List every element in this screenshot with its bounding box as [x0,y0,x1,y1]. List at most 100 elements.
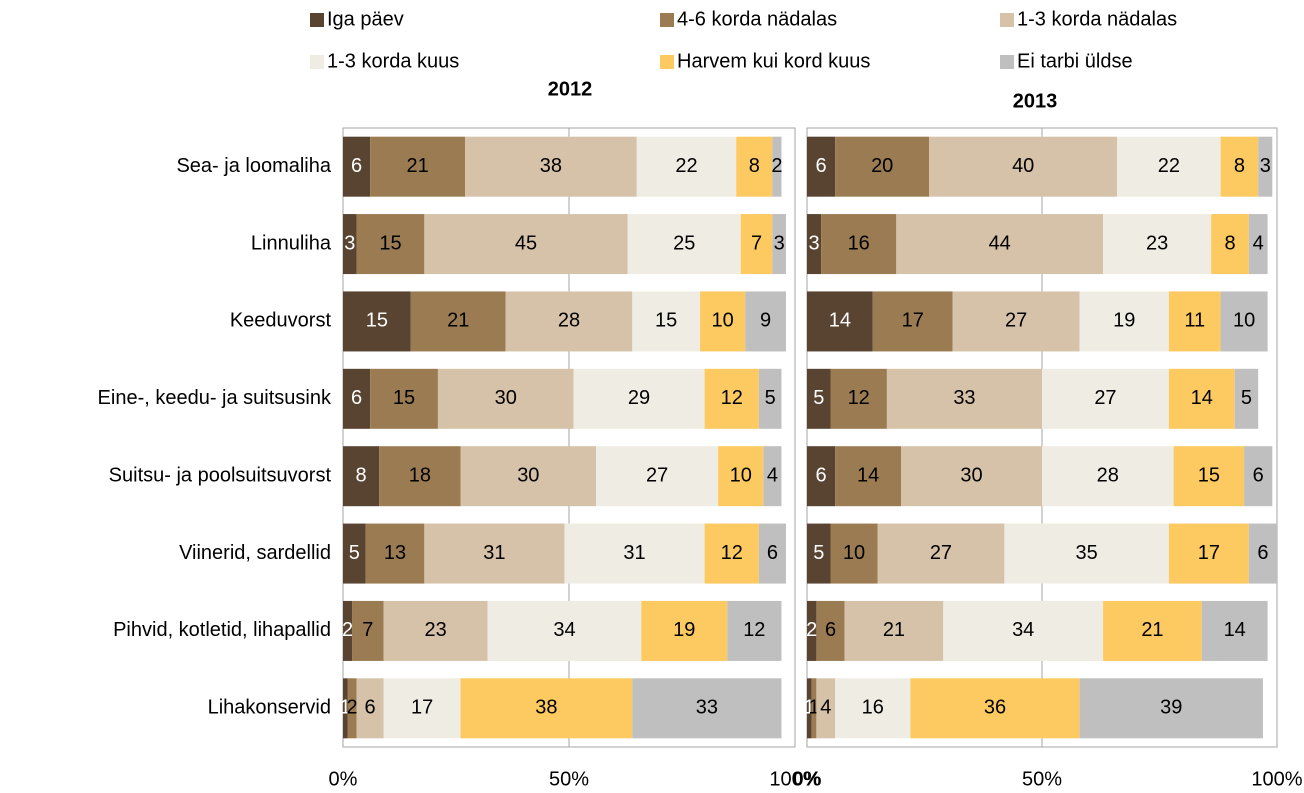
data-label: 15 [655,310,677,332]
bar-segment [424,523,565,584]
bar-segment [460,446,597,507]
data-label: 3 [774,232,785,254]
bar-segment [1004,523,1169,584]
bar-segment [763,446,782,507]
data-label: 38 [540,155,562,177]
x-tick-label: 0% [793,768,822,790]
bar-segment [816,678,836,739]
legend-label: Iga päev [327,8,404,30]
bar-segment [1248,214,1268,275]
bar-segment [877,523,1005,584]
bar-segment [356,214,425,275]
bar-segment [1079,678,1263,739]
y-tick-label: Lihakonservid [208,697,331,719]
bar-segment [727,600,782,661]
legend-label: 4-6 korda nädalas [677,8,837,30]
bar-segment [807,600,817,661]
data-label: 15 [1198,464,1220,486]
bar-segment [636,136,737,197]
bar-segment [1168,523,1249,584]
data-label: 34 [553,619,575,641]
data-label: 5 [813,542,824,564]
bar-segment [1244,446,1273,507]
bar-segment [811,678,817,739]
legend-label: 1-3 korda nädalas [1017,8,1177,30]
bar-segment [370,136,466,197]
data-label: 13 [384,542,406,564]
bar-segment [821,214,897,275]
bar-segment [943,600,1104,661]
data-label: 6 [1257,542,1268,564]
data-label: 33 [696,697,718,719]
data-label: 11 [1184,310,1205,332]
legend-swatch [1000,13,1014,27]
data-label: 6 [825,619,836,641]
data-label: 28 [1097,464,1119,486]
bar-segment [835,678,911,739]
x-tick-label: 100% [769,768,820,790]
bar-segment [460,678,633,739]
bar-segment [343,600,353,661]
data-label: 27 [930,542,952,564]
bar-segment [1248,523,1277,584]
data-label: 36 [984,697,1006,719]
data-label: 18 [409,464,431,486]
data-label: 3 [808,232,819,254]
data-label: 10 [1233,310,1255,332]
data-label: 7 [751,232,762,254]
bar-segment [343,368,371,429]
bar-segment [896,214,1104,275]
data-label: 30 [495,387,517,409]
data-label: 23 [425,619,447,641]
x-tick-label: 100% [1251,768,1302,790]
bar-segment [1201,600,1268,661]
data-label: 2 [806,619,817,641]
bar-segment [952,291,1080,352]
bar-segment [1234,368,1259,429]
bar-segment [487,600,642,661]
legend-label: Ei tarbi üldse [1017,50,1133,72]
bar-segment [370,368,438,429]
bar-segment [772,136,782,197]
bar-segment [347,678,357,739]
data-label: 14 [829,310,851,332]
data-label: 21 [1141,619,1163,641]
legend-swatch [660,13,674,27]
bar-segment [758,368,782,429]
bar-segment [886,368,1042,429]
bar-segment [830,368,887,429]
data-label: 6 [351,155,362,177]
bar-segment [424,214,628,275]
bar-segment [718,446,764,507]
y-tick-label: Viinerid, sardellid [179,542,331,564]
bar-segment [465,136,637,197]
data-label: 5 [765,387,776,409]
bar-segment [758,523,786,584]
data-label: 31 [623,542,645,564]
data-label: 12 [848,387,870,409]
bar-segment [343,291,411,352]
data-label: 17 [411,697,433,719]
data-label: 44 [989,232,1011,254]
data-label: 15 [393,387,415,409]
data-label: 22 [1158,155,1180,177]
bar-segment [573,368,705,429]
data-label: 33 [953,387,975,409]
data-label: 27 [646,464,668,486]
data-label: 2 [346,697,357,719]
bar-segment [745,291,786,352]
bar-segment [807,678,812,739]
legend-label: 1-3 korda kuus [327,50,459,72]
y-tick-label: Pihvid, kotletid, lihapallid [113,619,331,641]
bar-segment [740,214,773,275]
data-label: 34 [1012,619,1034,641]
data-label: 2 [342,619,353,641]
data-label: 35 [1076,542,1098,564]
data-label: 21 [447,310,469,332]
data-label: 31 [483,542,505,564]
bar-segment [1103,214,1212,275]
data-label: 23 [1146,232,1168,254]
x-tick-label: 50% [1022,768,1062,790]
bar-segment [835,136,930,197]
